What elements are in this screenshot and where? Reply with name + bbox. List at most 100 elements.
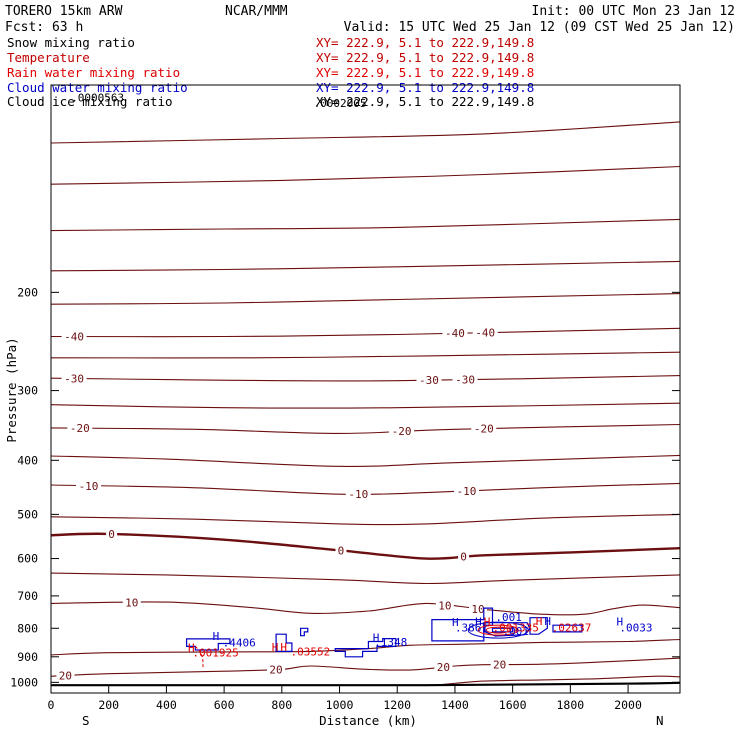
isotherm-label-bg	[469, 602, 488, 614]
isotherm-label-bg	[61, 372, 87, 384]
x-tick-label: 1000	[326, 698, 354, 712]
cloud-water-label: H	[213, 630, 220, 643]
isotherm-7	[50, 375, 681, 382]
rain-core-ring	[477, 624, 519, 636]
isotherm-label: 20	[437, 661, 450, 674]
model-title: TORERO 15km ARW	[5, 4, 123, 19]
isotherm-10	[50, 454, 681, 467]
isotherm-5	[50, 327, 681, 338]
isotherm-label-bg	[435, 599, 454, 611]
rain-core-ring	[485, 626, 511, 634]
endpoint-south: S	[82, 713, 90, 728]
isotherm-15	[50, 601, 681, 616]
cloud-water-label: .1348	[374, 636, 407, 649]
org-label: NCAR/MMM	[225, 4, 288, 19]
x-tick-label: 2000	[614, 698, 642, 712]
isotherm-4	[50, 293, 681, 305]
isotherm-13	[50, 532, 681, 560]
legend-label-rain: Rain water mixing ratio	[7, 65, 180, 80]
cloud-water-label: .001	[503, 625, 529, 638]
y-tick-label: 700	[17, 589, 38, 603]
isotherm-label-bg	[61, 330, 87, 342]
cloud-water-contour-5	[483, 622, 531, 637]
isotherm-label-bg	[67, 422, 93, 434]
isotherm-label: -10	[79, 480, 99, 493]
y-tick-label: 300	[17, 384, 38, 398]
isotherm-label-bg	[267, 663, 286, 675]
isotherm-label-bg	[434, 661, 453, 673]
isotherm-label-bg	[442, 327, 468, 339]
isotherm-label: -40	[64, 331, 84, 344]
isotherm-label: -10	[348, 488, 368, 501]
rain-water-label: .02637	[552, 621, 592, 634]
x-tick-label: 400	[156, 698, 177, 712]
isotherm-label: -30	[419, 374, 439, 387]
x-tick-label: 0	[48, 698, 55, 712]
x-tick-label: 600	[214, 698, 235, 712]
cloud-water-contour-4	[431, 607, 494, 642]
legend-label-temperature: Temperature	[7, 50, 90, 65]
endpoint-north: N	[656, 713, 664, 728]
isotherm-label: -30	[64, 372, 84, 385]
rain-streak	[194, 645, 205, 669]
isotherm-label: 0	[460, 550, 467, 563]
isotherm-14	[50, 572, 681, 585]
cloud-water-contour-3	[334, 638, 397, 658]
cloud-water-label: H	[373, 632, 380, 645]
cloud-water-label: .001	[495, 611, 522, 624]
isotherm-label: -40	[475, 327, 495, 340]
cloud-water-label: H	[544, 615, 551, 628]
cloud-water-label: H	[475, 616, 482, 629]
x-tick-label: 1600	[499, 698, 527, 712]
cloud-water-label: .0033	[619, 621, 652, 634]
legend-xy-cloud-water: XY= 222.9, 5.1 to 222.9,149.8	[316, 80, 534, 95]
cloud-water-label: .4406	[223, 636, 256, 649]
isotherm-label: -20	[392, 425, 412, 438]
cloud-water-contour-1	[275, 633, 293, 652]
isotherm-1	[50, 165, 681, 185]
rain-water-label: H	[484, 616, 491, 629]
rain-water-label: .001335	[492, 621, 538, 634]
isotherm-label: 10	[438, 599, 451, 612]
isotherm-label: -20	[474, 423, 494, 436]
cloud-water-contours	[186, 607, 583, 669]
isotherm-2	[50, 218, 681, 232]
surface-pressure-line	[51, 681, 681, 687]
isotherm-label-bg	[122, 596, 141, 608]
isotherm-label-bg	[76, 479, 102, 491]
isotherm-label-bg	[490, 658, 509, 670]
isotherm-label: 10	[471, 603, 484, 616]
isotherm-label-bg	[106, 528, 118, 540]
plot-frame	[50, 84, 681, 694]
cloud-water-contour-2	[300, 627, 309, 637]
isotherm-6	[50, 351, 681, 359]
y-tick-label: 600	[17, 552, 38, 566]
isotherm-0	[50, 121, 681, 144]
isotherm-label: -10	[457, 485, 477, 498]
y-tick-label: 1000	[10, 675, 38, 689]
x-tick-label: 200	[98, 698, 119, 712]
isotherm-label-bg	[472, 326, 498, 338]
legend-xy-temperature: XY= 222.9, 5.1 to 222.9,149.8	[316, 50, 534, 65]
x-axis-title: Distance (km)	[319, 713, 417, 728]
y-tick-label: 900	[17, 650, 38, 664]
legend-label-cloud-ice: Cloud ice mixing ratio	[7, 94, 173, 109]
isotherm-label-bg	[389, 425, 415, 437]
x-tick-label: 1400	[441, 698, 469, 712]
isotherm-label: 20	[59, 670, 72, 683]
legend-xy-cloud-ice: XY= 222.9, 5.1 to 222.9,149.8	[316, 94, 534, 109]
rain-water-label: H	[188, 641, 195, 654]
legend-xy-rain: XY= 222.9, 5.1 to 222.9,149.8	[316, 65, 534, 80]
rain-water-label: H	[536, 615, 543, 628]
isotherm-label-bg	[452, 373, 478, 385]
isotherm-3	[50, 260, 681, 272]
isotherm-17	[50, 657, 681, 677]
cloud-water-label: H	[452, 616, 459, 629]
isotherm-9	[50, 423, 681, 434]
x-tick-label: 1800	[557, 698, 585, 712]
isotherm-label-bg	[453, 484, 479, 496]
y-axis-title: Pressure (hPa)	[4, 337, 19, 442]
rain-water-label: .001925	[192, 646, 238, 659]
